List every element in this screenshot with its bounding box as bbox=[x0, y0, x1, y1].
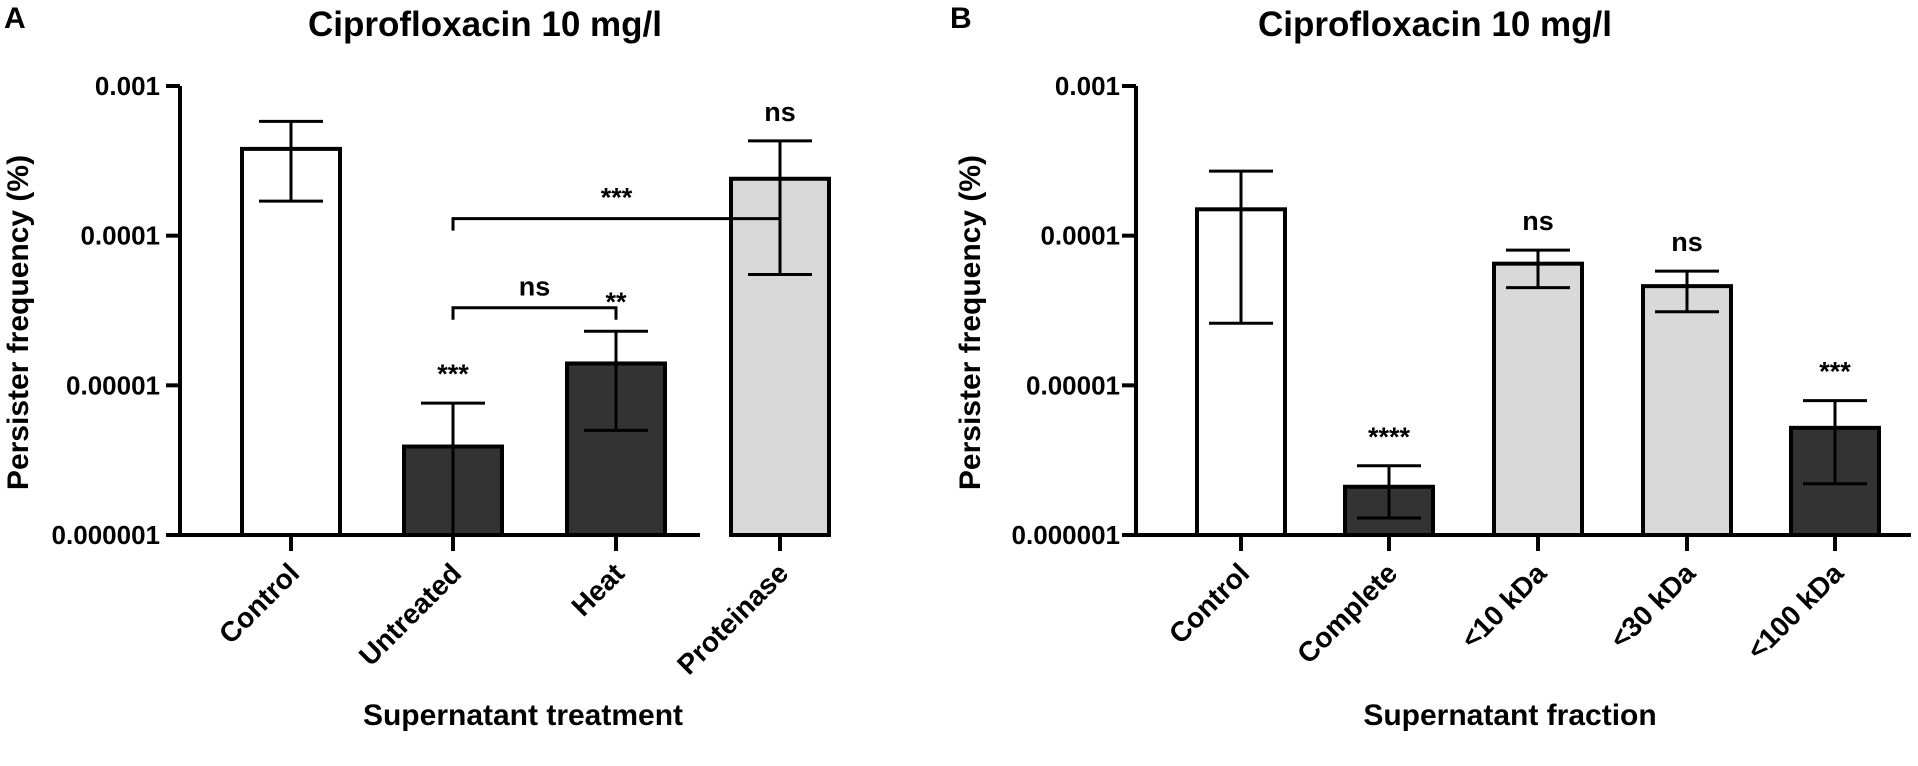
chart-panel-a: A Ciprofloxacin 10 mg/l 0.000001 0.00001 0.0… bbox=[2, 2, 831, 732]
panel-a-significance-label: ** bbox=[605, 287, 627, 317]
panel-b-x-tick-label: <30 kDa bbox=[1604, 557, 1702, 655]
panel-b-significance-label: ns bbox=[1671, 227, 1703, 257]
panel-b-significance-label: ns bbox=[1522, 206, 1554, 236]
panel-a-comparison-label: ns bbox=[519, 272, 551, 302]
panel-b-y-tick-label: 0.0001 bbox=[1040, 221, 1120, 251]
panel-a-title: Ciprofloxacin 10 mg/l bbox=[308, 5, 662, 44]
panel-b-x-tick-label: Control bbox=[1163, 557, 1255, 649]
panel-b-x-tick-label: <100 kDa bbox=[1741, 557, 1850, 666]
panel-a-comparison-bracket bbox=[451, 306, 618, 320]
panel-b-y-tick-label: 0.00001 bbox=[1026, 370, 1120, 400]
panel-b-significance-label: **** bbox=[1368, 422, 1411, 452]
panel-a-bar bbox=[240, 146, 342, 537]
panel-a-letter: A bbox=[4, 2, 26, 35]
panel-a-significance-label: *** bbox=[437, 359, 469, 389]
panel-a-significance-label: ns bbox=[764, 97, 796, 127]
panel-a-y-tick-label: 0.00001 bbox=[66, 370, 160, 400]
panel-b-significance-label: *** bbox=[1819, 357, 1851, 387]
panel-b-x-tick-label: Complete bbox=[1291, 557, 1403, 669]
panel-b-title: Ciprofloxacin 10 mg/l bbox=[1258, 5, 1612, 44]
panel-a-comparison-bracket bbox=[451, 217, 782, 231]
panel-a-x-axis-title: Supernatant treatment bbox=[363, 699, 683, 732]
panel-a-x-tick-label: Proteinase bbox=[671, 557, 794, 680]
panel-a-x-tick-label: Untreated bbox=[353, 557, 467, 671]
panel-a-y-tick-label: 0.000001 bbox=[52, 520, 160, 550]
panel-a-x-tick-label: Control bbox=[213, 557, 305, 649]
panel-a-y-tick-label: 0.0001 bbox=[80, 221, 160, 251]
panel-b-y-axis-title: Persister frequency (%) bbox=[954, 155, 987, 490]
panel-a-y-tick-label: 0.001 bbox=[95, 71, 160, 101]
panel-b-y-tick-label: 0.001 bbox=[1055, 71, 1120, 101]
panel-a-x-tick-label: Heat bbox=[565, 557, 630, 622]
panel-a-comparison-label: *** bbox=[601, 183, 633, 213]
panel-b-x-tick-label: <10 kDa bbox=[1455, 557, 1553, 655]
chart-panel-b: B Ciprofloxacin 10 mg/l 0.000001 0.00001 0.0… bbox=[950, 2, 1911, 732]
panel-b-bar bbox=[1492, 261, 1584, 537]
panel-a-y-axis-title: Persister frequency (%) bbox=[2, 155, 35, 490]
panel-b-y-tick-label: 0.000001 bbox=[1012, 520, 1120, 550]
panel-b-bar bbox=[1641, 284, 1733, 537]
panel-b-letter: B bbox=[950, 2, 972, 35]
panel-b-x-axis-title: Supernatant fraction bbox=[1363, 699, 1656, 732]
